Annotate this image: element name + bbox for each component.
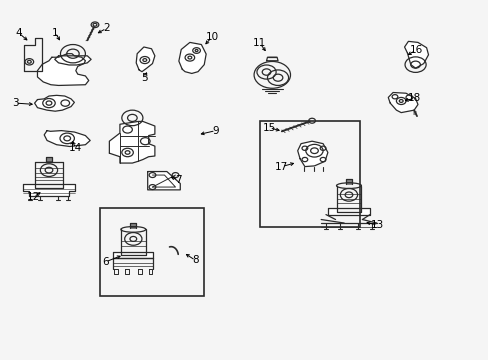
Polygon shape	[55, 56, 91, 65]
Text: 6: 6	[102, 257, 109, 267]
Polygon shape	[136, 47, 155, 72]
Polygon shape	[387, 93, 417, 113]
Text: 2: 2	[103, 23, 110, 33]
Polygon shape	[38, 54, 89, 85]
Text: 5: 5	[141, 73, 148, 83]
Text: 16: 16	[408, 45, 422, 55]
Text: 14: 14	[69, 143, 82, 153]
Polygon shape	[35, 95, 74, 111]
Text: 17: 17	[275, 162, 288, 172]
Text: 3: 3	[12, 98, 19, 108]
Text: 7: 7	[175, 175, 182, 185]
Polygon shape	[22, 184, 75, 195]
Text: 4: 4	[15, 27, 21, 37]
Text: 11: 11	[253, 38, 266, 48]
Polygon shape	[113, 252, 153, 258]
Text: 18: 18	[407, 93, 420, 103]
Bar	[100, 208, 204, 296]
Polygon shape	[109, 121, 155, 163]
Polygon shape	[179, 42, 206, 73]
Text: 1: 1	[52, 27, 59, 37]
Polygon shape	[297, 141, 327, 167]
Bar	[259, 121, 360, 226]
Text: 15: 15	[262, 123, 276, 133]
Polygon shape	[147, 171, 180, 190]
Text: 12: 12	[27, 192, 40, 202]
Text: 9: 9	[212, 126, 219, 136]
Polygon shape	[327, 207, 369, 215]
Text: 10: 10	[205, 32, 218, 42]
Text: 8: 8	[192, 256, 199, 265]
Text: 13: 13	[370, 220, 384, 230]
Polygon shape	[404, 41, 427, 68]
Polygon shape	[44, 131, 90, 147]
